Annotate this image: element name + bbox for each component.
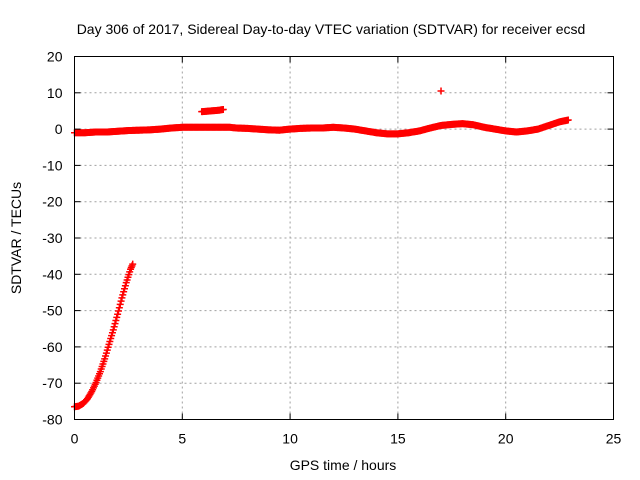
series-initial-descent (71, 260, 137, 411)
data-point (219, 105, 227, 113)
data-point (129, 260, 137, 268)
series-outlier (437, 87, 445, 95)
data-point (114, 310, 122, 318)
data-point (109, 326, 117, 334)
series-offset-segment (198, 105, 227, 116)
x-tick-label: 20 (498, 431, 514, 447)
y-tick-label: -80 (42, 412, 62, 428)
y-tick-label: 20 (47, 49, 63, 65)
x-axis-label: GPS time / hours (290, 457, 397, 473)
x-tick-label: 10 (282, 431, 298, 447)
data-point (111, 320, 119, 328)
y-tick-label: -40 (42, 266, 62, 282)
x-tick-label: 25 (606, 431, 622, 447)
series-main-trace (71, 116, 572, 138)
data-points (71, 87, 572, 411)
y-tick-label: -20 (42, 194, 62, 210)
data-point (114, 307, 122, 315)
data-point (110, 323, 118, 331)
data-point (113, 313, 121, 321)
x-tick-label: 5 (178, 431, 186, 447)
x-tick-label: 15 (390, 431, 406, 447)
y-tick-label: -10 (42, 157, 62, 173)
y-tick-label: -30 (42, 230, 62, 246)
chart-title: Day 306 of 2017, Sidereal Day-to-day VTE… (77, 21, 586, 37)
data-point (564, 116, 572, 124)
data-point (117, 297, 125, 305)
data-point (112, 316, 120, 324)
y-tick-label: -50 (42, 303, 62, 319)
y-tick-label: 10 (47, 85, 63, 101)
grid (74, 56, 614, 420)
y-tick-label: -70 (42, 375, 62, 391)
data-point (437, 87, 445, 95)
x-tick-label: 0 (71, 431, 79, 447)
data-point (116, 300, 124, 308)
y-axis-label: SDTVAR / TECUs (8, 182, 24, 294)
y-tick-label: -60 (42, 339, 62, 355)
tick-labels: 0 5 10 15 20 25 -80 -70 -60 -50 -40 -30 -20 -10 0 10 20 (42, 49, 621, 447)
ticks (74, 56, 614, 420)
data-point (115, 304, 123, 312)
y-tick-label: 0 (55, 121, 63, 137)
